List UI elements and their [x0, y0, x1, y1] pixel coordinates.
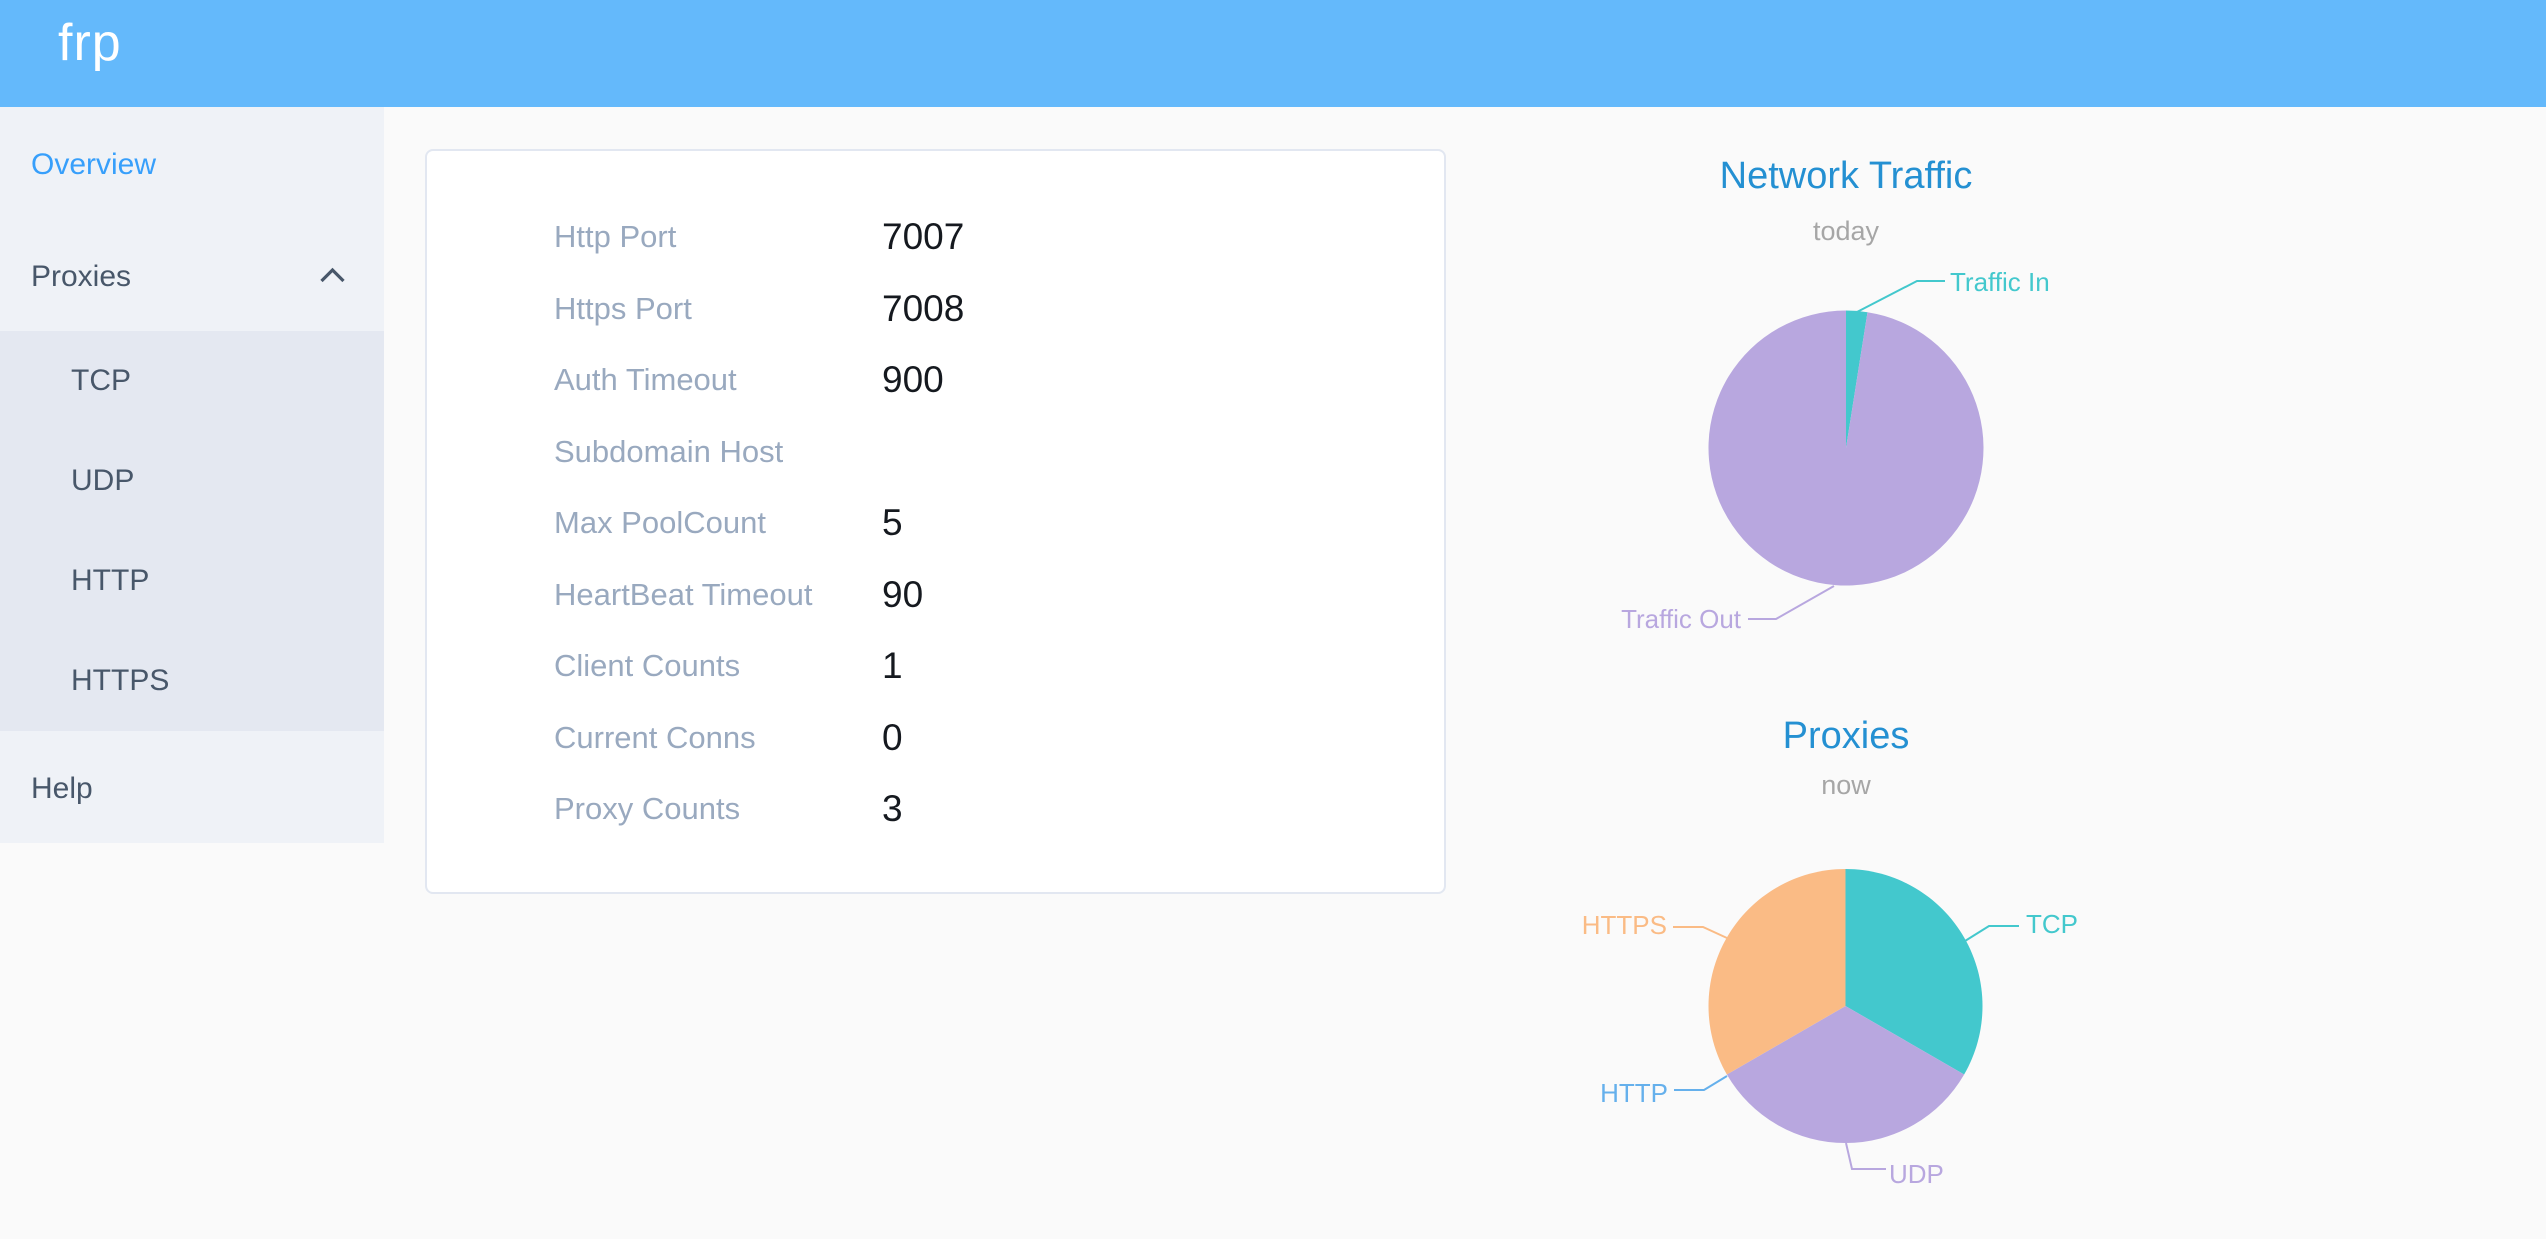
pie-label-line-traffic-in	[1856, 280, 1945, 313]
pie-label-tcp: TCP	[2026, 909, 2078, 939]
server-info-row: Current Conns 0	[427, 702, 1444, 774]
sidebar-item-label: Proxies	[31, 259, 132, 293]
pie-slice-traffic-in[interactable]	[1846, 310, 1868, 449]
network-traffic-pie-svg: Traffic In Traffic Out	[1621, 267, 2050, 634]
sidebar-item-label: HTTP	[71, 564, 150, 597]
server-info-row: Subdomain Host	[427, 416, 1444, 488]
pie-slice-udp[interactable]	[1726, 1006, 1965, 1143]
sidebar-item-label: Help	[31, 771, 93, 805]
row-value: 900	[882, 359, 944, 400]
pie-label-traffic-in: Traffic In	[1950, 267, 2050, 297]
row-label: Current Conns	[554, 719, 756, 755]
sidebar-item-udp[interactable]: UDP	[0, 431, 384, 531]
pie-label-line-tcp	[1964, 925, 2019, 942]
sidebar-item-label: Overview	[31, 147, 157, 181]
pie-slice-https[interactable]	[1708, 869, 1846, 1075]
pie-label-line-https	[1673, 926, 1728, 939]
server-info-row: Https Port 7008	[427, 273, 1444, 345]
chart-subtitle-proxies: now	[1821, 770, 1871, 800]
row-label: Max PoolCount	[554, 505, 766, 540]
sidebar-item-https[interactable]: HTTPS	[0, 631, 384, 731]
row-value: 7008	[882, 287, 965, 329]
chart-title-network-traffic: Network Traffic	[1719, 155, 1973, 197]
row-value: 5	[882, 502, 903, 543]
row-label: Http Port	[554, 219, 677, 254]
row-value: 0	[882, 716, 903, 758]
row-value: 7007	[882, 216, 965, 257]
sidebar-item-help[interactable]: Help	[0, 731, 384, 843]
sidebar-item-http[interactable]: HTTP	[0, 531, 384, 631]
row-label: Proxy Counts	[554, 791, 741, 826]
row-value: 3	[882, 788, 903, 829]
frp-logo: frp	[58, 14, 122, 72]
pie-label-line-udp	[1845, 1142, 1886, 1170]
sidebar-item-label: UDP	[71, 464, 135, 497]
pie-label-https: HTTPS	[1582, 910, 1667, 940]
server-info-row: Max PoolCount 5	[427, 487, 1444, 559]
row-label: Subdomain Host	[554, 433, 784, 469]
row-value: 1	[882, 645, 903, 686]
sidebar-item-label: TCP	[71, 364, 131, 397]
pie-label-http: HTTP	[1600, 1078, 1668, 1108]
chevron-up-icon	[320, 267, 345, 283]
sidebar-item-label: HTTPS	[71, 664, 170, 697]
server-info-row: HeartBeat Timeout 90	[427, 559, 1444, 631]
server-info-row: Proxy Counts 3	[427, 773, 1444, 845]
chart-subtitle-network-traffic: today	[1812, 216, 1880, 246]
row-label: Https Port	[554, 290, 692, 326]
sidebar-item-tcp[interactable]: TCP	[0, 331, 384, 431]
row-label: HeartBeat Timeout	[554, 576, 813, 612]
proxies-pie-chart: TCP UDP HTTP HTTPS	[1346, 665, 2346, 1234]
server-info-row: Http Port 7007	[427, 201, 1444, 273]
sidebar-item-proxies[interactable]: Proxies	[0, 219, 384, 331]
app-header: frp	[0, 0, 2546, 107]
row-label: Client Counts	[554, 648, 741, 683]
row-label: Auth Timeout	[554, 362, 737, 397]
server-info-row: Client Counts 1	[427, 630, 1444, 702]
row-value: 90	[882, 573, 924, 615]
sidebar-submenu-proxies: TCP UDP HTTP HTTPS	[0, 331, 384, 731]
pie-label-traffic-out: Traffic Out	[1621, 604, 1742, 634]
server-info-card: Http Port 7007 Https Port 7008 Auth Time…	[425, 149, 1446, 894]
pie-label-udp: UDP	[1889, 1159, 1944, 1189]
sidebar-item-overview[interactable]: Overview	[0, 107, 384, 219]
pie-slice-traffic-out[interactable]	[1708, 310, 1984, 586]
network-traffic-pie-chart: Traffic In Traffic Out	[1346, 107, 2346, 665]
sidebar-menu: Overview Proxies TCP UDP HTTP HTTPS Help	[0, 107, 384, 843]
server-info-row: Auth Timeout 900	[427, 344, 1444, 416]
proxies-pie-svg: TCP UDP HTTP HTTPS	[1582, 869, 2078, 1189]
pie-label-line-http	[1674, 1075, 1728, 1091]
pie-slice-tcp[interactable]	[1845, 869, 1983, 1075]
pie-label-line-traffic-out	[1748, 585, 1835, 620]
chart-title-proxies: Proxies	[1782, 715, 1910, 757]
